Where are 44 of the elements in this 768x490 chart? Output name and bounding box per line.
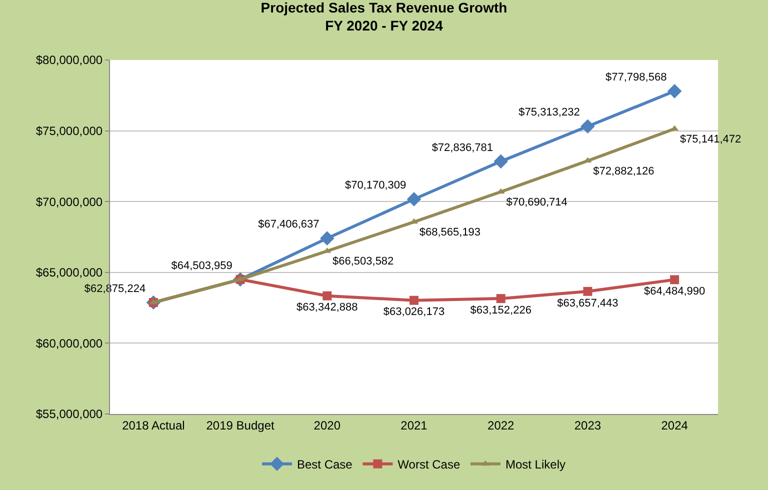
x-tick-label: 2020	[314, 418, 341, 432]
data-label: $66,503,582	[332, 256, 394, 268]
y-tick-label: $75,000,000	[36, 124, 103, 138]
y-tick-label: $65,000,000	[36, 266, 103, 280]
data-label: $75,141,472	[680, 133, 742, 146]
legend-label: Worst Case	[398, 458, 460, 472]
x-tick-label: 2022	[488, 418, 515, 432]
legend-label: Most Likely	[505, 458, 566, 472]
point	[496, 294, 506, 304]
data-label: $63,657,443	[557, 297, 618, 310]
x-tick-label: 2024	[661, 418, 688, 432]
y-tick-label: $70,000,000	[36, 194, 103, 209]
data-label: $63,152,226	[470, 304, 532, 316]
x-tick-label: 2021	[400, 418, 428, 432]
chart-title: Projected Sales Tax Revenue Growth FY 2020 - FY 2024	[260, 0, 508, 34]
y-tick-label: $60,000,000	[36, 336, 103, 350]
data-label: $77,798,568	[606, 72, 667, 84]
data-label: $70,690,714	[506, 196, 568, 208]
point	[494, 154, 508, 169]
data-label: $70,170,309	[344, 180, 406, 192]
point	[670, 275, 680, 284]
x-tick-label: 2018 Actual	[122, 418, 185, 432]
data-label: $68,565,193	[419, 226, 481, 239]
legend-label: Best Case	[297, 458, 353, 472]
point	[580, 119, 595, 134]
point	[410, 296, 418, 305]
point	[583, 286, 592, 296]
data-label: $63,342,888	[296, 302, 358, 314]
y-tick-label: $55,000,000	[36, 407, 103, 422]
data-label: $75,313,232	[518, 106, 580, 119]
data-label: $64,503,959	[171, 260, 232, 272]
x-tick-label: 2023	[574, 418, 602, 432]
data-label: $72,882,126	[593, 165, 654, 178]
point	[320, 231, 334, 246]
point	[667, 84, 682, 98]
x-tick-label: 2019 Budget	[206, 418, 275, 432]
data-label: $72,836,781	[432, 142, 493, 154]
data-label: $63,026,173	[383, 306, 445, 318]
point	[406, 192, 422, 206]
point	[322, 291, 332, 300]
data-label: $64,484,990	[644, 286, 706, 298]
data-label: $67,406,637	[258, 218, 320, 231]
data-label: $62,875,224	[84, 282, 146, 295]
y-tick-label: $80,000,000	[36, 53, 103, 68]
